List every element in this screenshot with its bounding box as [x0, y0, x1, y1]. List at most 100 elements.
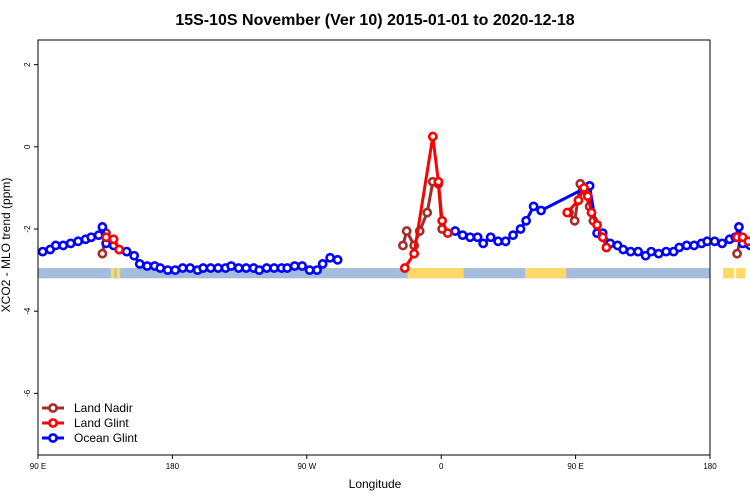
x-tick-label: 0 — [439, 462, 444, 471]
x-tick-label: 180 — [166, 462, 180, 471]
data-point — [289, 261, 300, 271]
series-line — [454, 184, 750, 258]
y-axis: 2 0 -2 -4 -6 — [23, 62, 38, 397]
data-point — [450, 226, 461, 236]
land-band — [525, 268, 567, 279]
data-point — [717, 238, 728, 249]
data-point — [73, 236, 84, 247]
data-point — [93, 230, 104, 241]
data-point — [261, 263, 272, 273]
data-point — [108, 234, 119, 245]
y-tick-label: 0 — [23, 144, 32, 149]
series-land-nadir — [97, 176, 746, 259]
land-band — [116, 268, 121, 279]
data-point — [653, 248, 664, 259]
data-point — [528, 201, 539, 212]
data-point — [121, 246, 132, 257]
data-point — [508, 230, 518, 241]
data-point — [37, 246, 48, 257]
data-point — [633, 246, 644, 257]
data-point — [155, 263, 166, 273]
data-point — [162, 265, 173, 275]
data-point — [674, 242, 685, 253]
data-point — [101, 232, 112, 243]
data-point — [325, 252, 336, 263]
data-point — [177, 263, 188, 273]
data-point — [743, 236, 750, 247]
legend-swatch-marker — [48, 418, 58, 428]
data-point — [304, 265, 315, 275]
legend-swatch-marker — [48, 403, 58, 413]
x-tick-label: 90 W — [297, 462, 316, 471]
data-point — [493, 236, 504, 247]
data-point — [689, 240, 700, 251]
ocean-band — [38, 268, 710, 279]
data-point — [332, 254, 343, 265]
plot-frame — [37, 39, 711, 456]
data-point — [732, 248, 742, 259]
data-point — [213, 263, 224, 273]
data-point — [142, 261, 153, 271]
land-band — [407, 268, 464, 279]
legend-swatch-marker — [48, 433, 58, 443]
land-band — [110, 268, 115, 279]
legend-label: Land Nadir — [74, 401, 133, 415]
data-point — [465, 232, 476, 243]
data-point — [734, 222, 744, 232]
data-point — [618, 244, 629, 255]
data-point — [409, 248, 420, 259]
data-point — [485, 232, 496, 243]
data-point — [114, 244, 125, 255]
data-point — [233, 263, 244, 273]
data-point — [317, 259, 328, 269]
chart-title: 15S-10S November (Ver 10) 2015-01-01 to … — [175, 12, 574, 29]
x-axis: 90 E 180 90 W 0 90 E 180 — [30, 455, 717, 471]
y-tick-label: 2 — [23, 62, 32, 67]
data-point — [433, 176, 444, 187]
data-point — [205, 263, 216, 273]
data-point — [399, 263, 410, 273]
y-axis-label: XCO2 - MLO trend (ppm) — [0, 178, 13, 313]
data-point — [442, 228, 453, 239]
x-axis-label: Longitude — [349, 477, 402, 491]
series-land-glint — [101, 131, 750, 273]
data-point — [134, 259, 145, 269]
data-point — [297, 261, 308, 271]
data-point — [536, 205, 546, 216]
data-point — [97, 222, 108, 232]
data-point — [185, 263, 196, 273]
data-point — [515, 224, 526, 234]
data-point — [312, 265, 322, 275]
data-point — [170, 265, 181, 275]
legend-label: Land Glint — [74, 416, 129, 430]
data-point — [254, 265, 265, 275]
plot-area — [37, 131, 750, 279]
y-tick-label: -4 — [23, 307, 32, 315]
data-point — [579, 183, 589, 193]
y-tick-label: -2 — [23, 225, 32, 233]
data-point — [478, 238, 489, 249]
data-point — [401, 226, 412, 236]
data-point — [58, 240, 69, 251]
data-point — [681, 240, 692, 251]
data-point — [422, 207, 433, 218]
y-tick-label: -6 — [23, 389, 32, 397]
data-point — [398, 240, 408, 251]
data-point — [625, 246, 636, 257]
data-point — [582, 191, 593, 202]
data-point — [129, 250, 140, 261]
data-point — [661, 246, 672, 257]
data-point — [592, 220, 602, 230]
data-point — [198, 263, 209, 273]
x-tick-label: 180 — [703, 462, 717, 471]
data-point — [573, 195, 584, 206]
data-point — [269, 263, 280, 273]
data-point — [500, 236, 511, 247]
legend-item: Land Nadir — [42, 401, 133, 415]
data-point — [457, 230, 468, 241]
x-tick-label: 90 E — [567, 462, 583, 471]
legend-label: Ocean Glint — [74, 431, 138, 445]
data-point — [50, 240, 61, 251]
